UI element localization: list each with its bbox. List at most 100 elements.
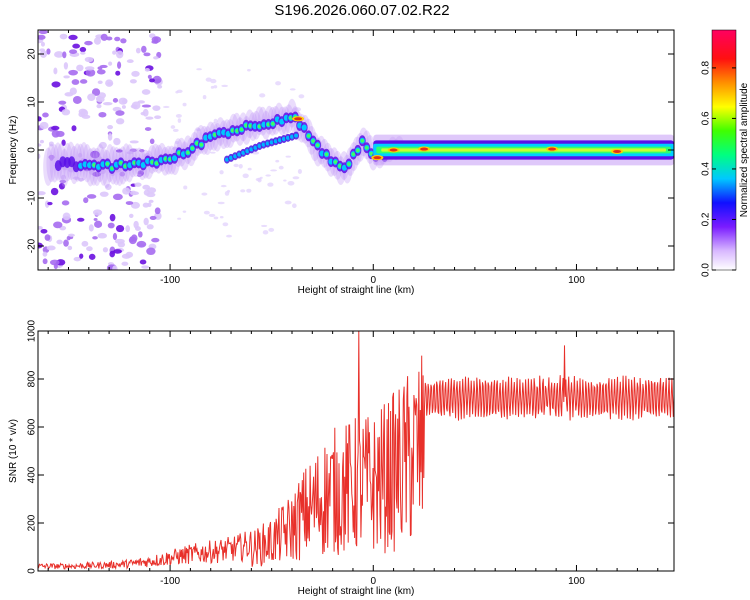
noise-blob <box>134 182 142 187</box>
noise-blob <box>87 93 96 101</box>
noise-blob <box>46 245 56 251</box>
noise-blob <box>226 234 232 238</box>
noise-blob <box>152 105 161 111</box>
noise-blob <box>83 197 89 204</box>
noise-blob <box>54 51 64 58</box>
noise-blob <box>133 220 139 229</box>
noise-blob <box>93 37 102 45</box>
noise-blob <box>38 116 42 122</box>
noise-blob <box>270 169 278 172</box>
noise-blob <box>246 188 252 193</box>
noise-blob <box>48 141 54 147</box>
noise-blob <box>137 231 143 238</box>
branch-core <box>257 144 262 149</box>
ridge-peak <box>199 143 204 147</box>
ridge-peak <box>186 150 190 155</box>
colorbar-ticks: 0.0 0.2 0.4 0.6 0.8 <box>701 61 736 277</box>
branch-core <box>249 147 254 152</box>
noise-blob <box>205 77 212 82</box>
snr-ytick-label: 200 <box>27 514 38 531</box>
noise-blob <box>77 217 85 222</box>
noise-blob <box>285 155 291 158</box>
noise-blob <box>275 159 280 163</box>
ridge-peak <box>195 141 199 145</box>
branch-core <box>285 135 290 140</box>
ridge-peak <box>163 157 168 161</box>
ridge-peak <box>235 129 239 133</box>
ridge-peak <box>347 162 351 166</box>
noise-blob <box>53 221 63 229</box>
noise-blob <box>86 246 93 252</box>
figure-title: S196.2026.060.07.02.R22 <box>274 2 449 19</box>
snr-xtick-label: -100 <box>160 576 180 587</box>
noise-blob <box>59 33 68 40</box>
noise-blob <box>143 217 149 226</box>
ridge-peak <box>212 132 217 137</box>
colorbar: 0.0 0.2 0.4 0.6 0.8 Normalized spectral ampl… <box>701 29 750 277</box>
snr-ytick-label: 600 <box>27 418 38 435</box>
noise-blob <box>154 115 162 120</box>
branch-core <box>289 134 294 139</box>
noise-blob <box>151 237 160 243</box>
noise-blob <box>102 247 109 253</box>
branch-core <box>269 140 274 145</box>
noise-blob <box>59 179 67 184</box>
noise-blob <box>91 88 101 96</box>
noise-blob <box>117 61 122 69</box>
noise-blob <box>98 111 107 118</box>
colorbar-label: Normalized spectral amplitude <box>739 82 750 217</box>
noise-blob <box>96 96 105 103</box>
noise-blob <box>38 34 46 40</box>
noise-blob <box>39 48 46 52</box>
noise-blob <box>141 89 151 95</box>
ridge-peak <box>288 116 293 120</box>
noise-blob <box>130 201 140 209</box>
noise-blob <box>112 232 118 241</box>
ridge-peak <box>168 157 172 162</box>
branch-core <box>229 155 234 160</box>
noise-blob <box>118 97 128 105</box>
colorbar-tick-label: 0.6 <box>701 111 712 125</box>
noise-blob <box>71 79 80 85</box>
noise-blob <box>131 70 140 77</box>
noise-blob <box>80 51 86 55</box>
snr-ytick-label: 800 <box>27 370 38 387</box>
spectrogram-ytick-label: 0 <box>27 147 38 153</box>
noise-blob <box>292 108 297 113</box>
ridge-peak <box>356 148 360 153</box>
noise-blob <box>105 36 113 41</box>
noise-blob <box>121 261 129 266</box>
ridge-peak <box>338 164 342 168</box>
noise-blob <box>107 133 113 141</box>
noise-blob <box>162 105 170 109</box>
noise-blob <box>115 118 125 125</box>
noise-blob <box>61 139 66 147</box>
snr-xlabel: Height of straight line (km) <box>298 586 415 597</box>
noise-blob <box>112 193 123 201</box>
noise-blob <box>72 43 80 49</box>
noise-blob <box>149 215 157 220</box>
noise-blob <box>129 148 137 153</box>
noise-blob <box>220 184 227 188</box>
noise-blob <box>51 81 61 88</box>
noise-blob <box>182 102 187 107</box>
noise-blob <box>42 258 48 265</box>
noise-blob <box>147 74 152 80</box>
noise-blob <box>93 217 98 222</box>
noise-blob <box>222 222 229 227</box>
noise-blob <box>79 79 88 84</box>
noise-blob <box>208 213 216 217</box>
noise-blob <box>69 87 77 95</box>
noise-blob <box>38 191 46 196</box>
noise-blob <box>139 148 145 153</box>
noise-blob <box>209 151 216 154</box>
noise-blob <box>177 118 182 123</box>
noise-blob <box>38 226 43 230</box>
noise-blob <box>122 187 131 195</box>
noise-blob <box>219 216 224 219</box>
noise-blob <box>126 59 134 63</box>
band-peak <box>381 148 666 152</box>
noise-blob <box>145 116 154 120</box>
